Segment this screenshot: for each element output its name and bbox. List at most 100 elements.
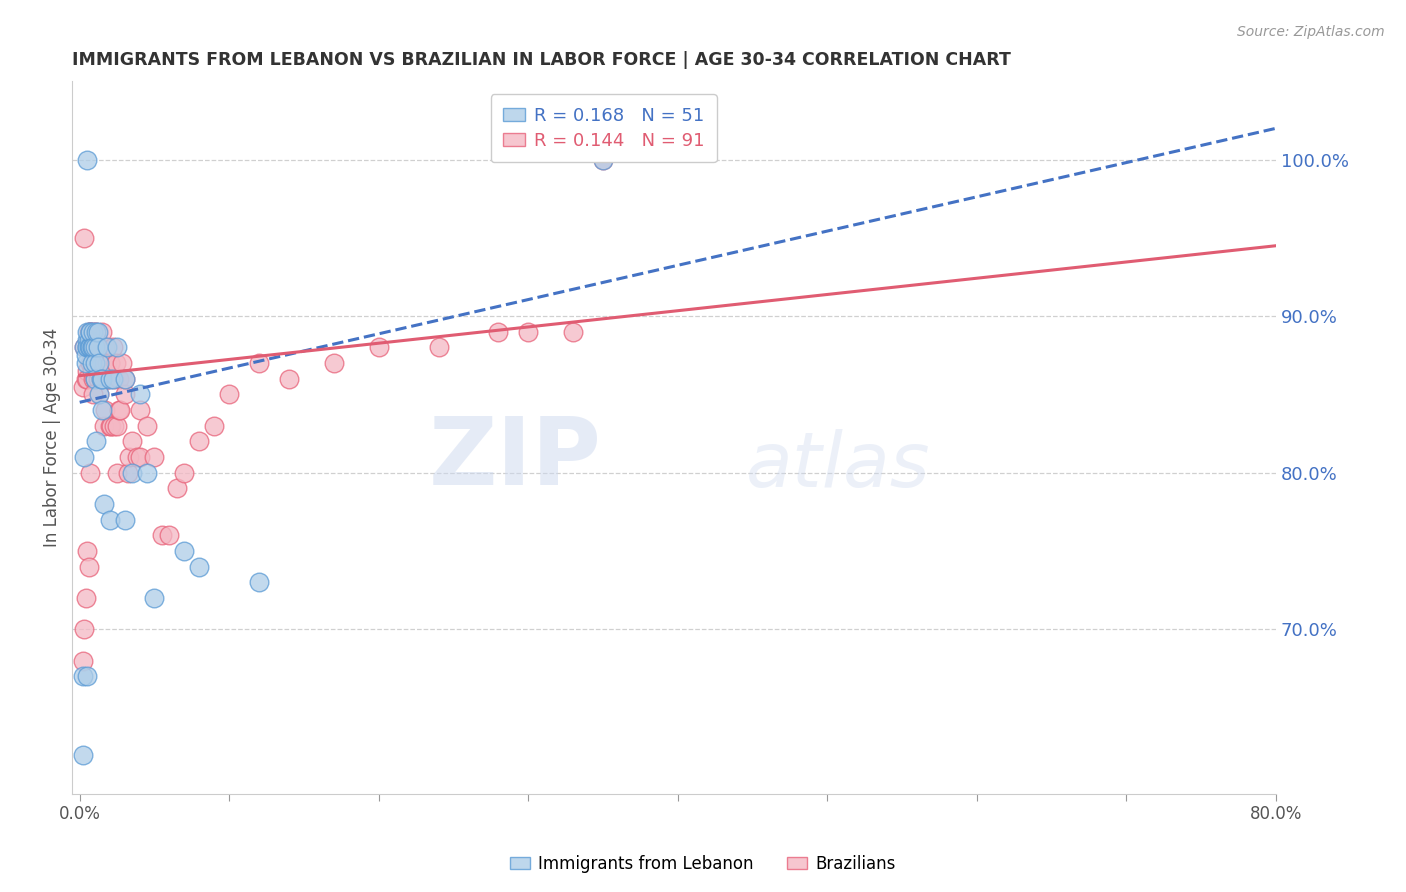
Point	[96, 341, 118, 355]
Point	[97, 372, 120, 386]
Point	[86, 364, 108, 378]
Point	[72, 379, 94, 393]
Point	[77, 333, 100, 347]
Point	[91, 403, 114, 417]
Point	[247, 575, 270, 590]
Point	[83, 325, 105, 339]
Point	[91, 372, 114, 386]
Point	[83, 341, 105, 355]
Point	[166, 482, 188, 496]
Point	[93, 497, 115, 511]
Point	[79, 325, 101, 339]
Point	[79, 325, 101, 339]
Point	[82, 341, 104, 355]
Point	[105, 466, 128, 480]
Point	[98, 356, 121, 370]
Point	[80, 341, 103, 355]
Point	[100, 418, 122, 433]
Point	[83, 341, 105, 355]
Point	[105, 341, 128, 355]
Point	[104, 356, 127, 370]
Point	[486, 325, 509, 339]
Point	[86, 325, 108, 339]
Point	[592, 153, 614, 167]
Point	[107, 372, 129, 386]
Point	[73, 622, 96, 636]
Point	[89, 387, 111, 401]
Point	[93, 418, 115, 433]
Point	[79, 325, 101, 339]
Point	[89, 341, 111, 355]
Point	[110, 356, 132, 370]
Point	[83, 372, 105, 386]
Point	[118, 450, 141, 464]
Point	[75, 348, 97, 362]
Point	[114, 372, 136, 386]
Point	[77, 325, 100, 339]
Point	[91, 356, 114, 370]
Point	[84, 325, 107, 339]
Point	[143, 450, 166, 464]
Point	[72, 654, 94, 668]
Point	[83, 356, 105, 370]
Point	[367, 341, 389, 355]
Point	[76, 364, 98, 378]
Point	[94, 341, 117, 355]
Point	[107, 403, 129, 417]
Text: ZIP: ZIP	[429, 413, 602, 505]
Point	[173, 466, 195, 480]
Point	[159, 528, 181, 542]
Point	[76, 341, 98, 355]
Point	[76, 341, 98, 355]
Point	[84, 325, 107, 339]
Point	[82, 372, 104, 386]
Point	[86, 341, 108, 355]
Point	[76, 341, 98, 355]
Legend: Immigrants from Lebanon, Brazilians: Immigrants from Lebanon, Brazilians	[503, 848, 903, 880]
Point	[84, 356, 107, 370]
Point	[128, 387, 150, 401]
Point	[96, 372, 118, 386]
Point	[82, 387, 104, 401]
Point	[114, 387, 136, 401]
Point	[121, 434, 143, 449]
Point	[76, 333, 98, 347]
Point	[427, 341, 450, 355]
Point	[108, 403, 131, 417]
Point	[278, 372, 301, 386]
Point	[98, 418, 121, 433]
Point	[76, 372, 98, 386]
Point	[173, 544, 195, 558]
Point	[98, 356, 121, 370]
Point	[77, 341, 100, 355]
Point	[89, 356, 111, 370]
Point	[90, 372, 112, 386]
Point	[592, 153, 614, 167]
Point	[80, 364, 103, 378]
Point	[103, 418, 125, 433]
Point	[83, 372, 105, 386]
Point	[77, 559, 100, 574]
Text: IMMIGRANTS FROM LEBANON VS BRAZILIAN IN LABOR FORCE | AGE 30-34 CORRELATION CHAR: IMMIGRANTS FROM LEBANON VS BRAZILIAN IN …	[72, 51, 1011, 69]
Point	[89, 356, 111, 370]
Point	[202, 418, 225, 433]
Text: atlas: atlas	[747, 429, 931, 503]
Point	[77, 341, 100, 355]
Point	[91, 356, 114, 370]
Point	[136, 418, 159, 433]
Point	[79, 341, 101, 355]
Point	[75, 591, 97, 605]
Point	[80, 341, 103, 355]
Point	[73, 231, 96, 245]
Point	[114, 372, 136, 386]
Point	[94, 403, 117, 417]
Y-axis label: In Labor Force | Age 30-34: In Labor Force | Age 30-34	[44, 328, 60, 547]
Point	[218, 387, 240, 401]
Point	[103, 372, 125, 386]
Point	[101, 341, 124, 355]
Point	[89, 387, 111, 401]
Point	[76, 669, 98, 683]
Point	[562, 325, 585, 339]
Text: Source: ZipAtlas.com: Source: ZipAtlas.com	[1237, 25, 1385, 39]
Point	[188, 559, 211, 574]
